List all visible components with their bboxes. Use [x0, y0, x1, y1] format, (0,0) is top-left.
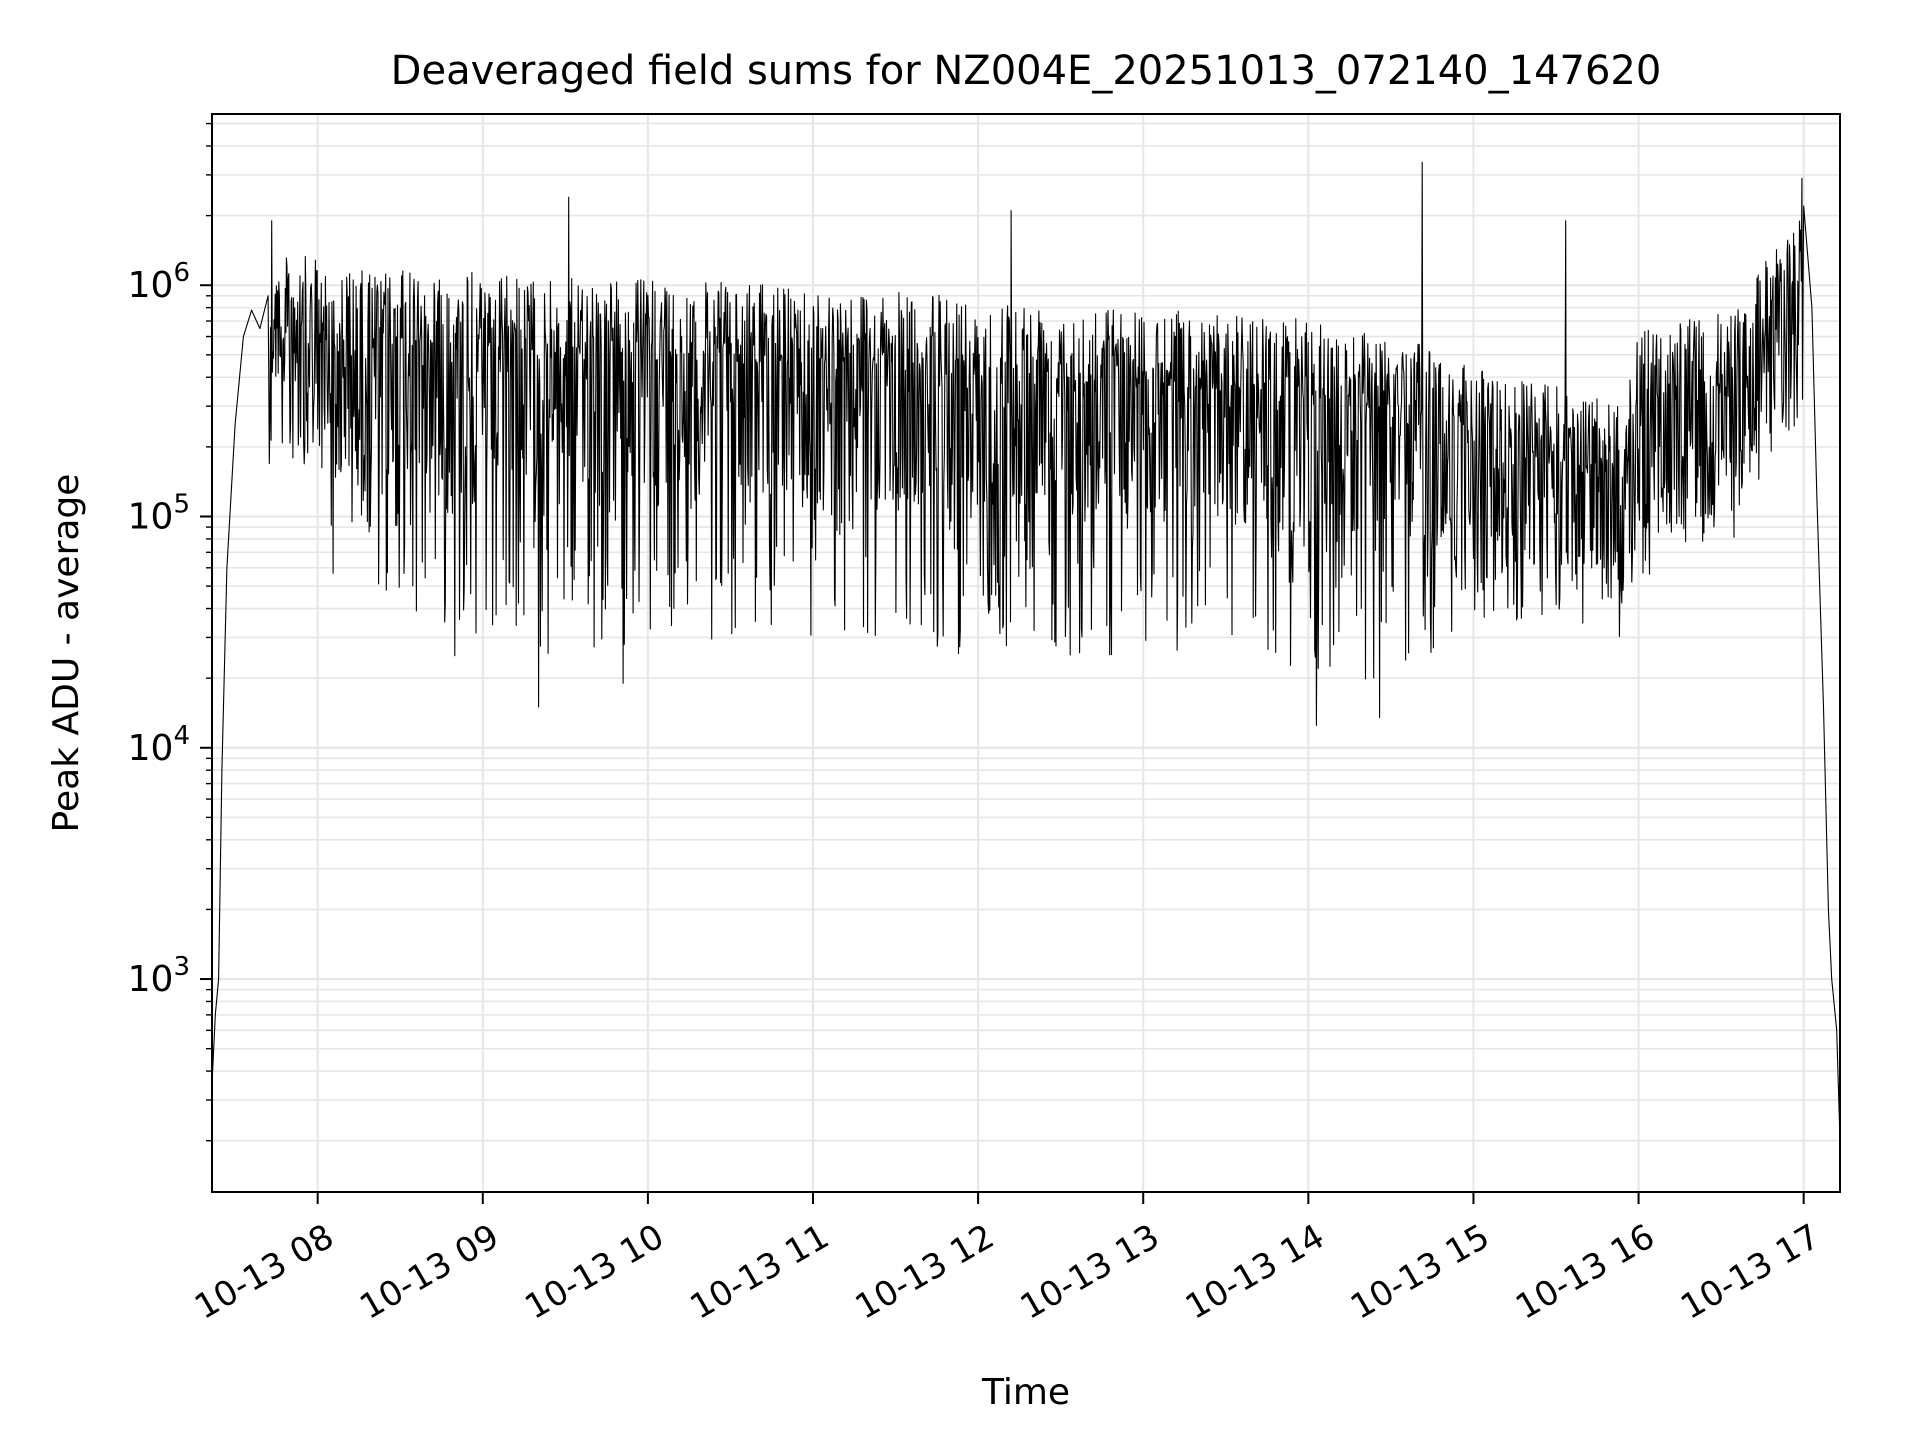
y-tick-label: 103 [128, 952, 190, 1000]
x-tick-label: 10-13 17 [1674, 1217, 1826, 1328]
x-axis: 10-13 08 10-13 09 10-13 10 10-13 11 10-13 12… [188, 1192, 1827, 1328]
x-tick-label: 10-13 16 [1509, 1217, 1661, 1328]
x-tick-label: 10-13 11 [684, 1217, 836, 1328]
x-tick-label: 10-13 08 [188, 1217, 340, 1328]
x-tick-label: 10-13 10 [518, 1217, 670, 1328]
y-tick-label: 105 [128, 489, 190, 537]
x-axis-label: Time [981, 1372, 1070, 1413]
y-tick-label: 104 [128, 721, 190, 769]
x-tick-label: 10-13 12 [849, 1217, 1001, 1328]
y-axis-label: Peak ADU - average [46, 474, 87, 833]
grid-lines [212, 114, 1840, 1192]
x-tick-label: 10-13 13 [1014, 1217, 1166, 1328]
y-axis: 103 104 105 106 [128, 122, 212, 1142]
x-tick-label: 10-13 09 [353, 1217, 505, 1328]
plot-frame [211, 113, 1841, 1193]
y-tick-label: 106 [128, 258, 190, 306]
chart-title: Deaveraged field sums for NZ004E_2025101… [391, 48, 1662, 94]
x-tick-label: 10-13 14 [1179, 1217, 1331, 1328]
series-line [211, 161, 1841, 1141]
x-tick-label: 10-13 15 [1344, 1217, 1496, 1328]
